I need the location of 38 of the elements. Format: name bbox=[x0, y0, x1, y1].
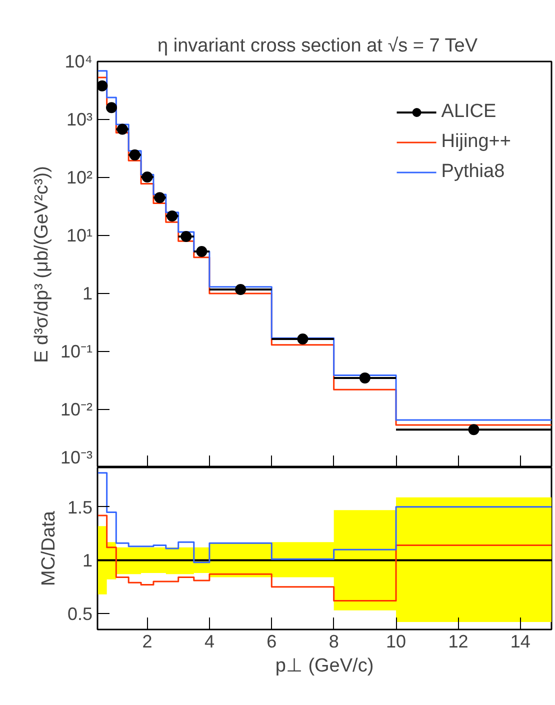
point bbox=[180, 231, 192, 242]
point bbox=[154, 192, 166, 204]
point bbox=[359, 372, 370, 384]
y-tick-label: 1 bbox=[82, 284, 93, 304]
x-tick-label: 10 bbox=[386, 632, 406, 652]
y-tick-label: 10⁴ bbox=[64, 52, 93, 72]
y-tick-label: 10² bbox=[66, 168, 93, 188]
point bbox=[297, 334, 308, 345]
x-tick-label: 12 bbox=[448, 632, 468, 652]
y-tick-label: 0.5 bbox=[67, 604, 93, 624]
point bbox=[98, 80, 108, 92]
x-tick-label: 6 bbox=[266, 632, 277, 652]
y-tick-label: 10³ bbox=[66, 110, 93, 130]
legend-label: Pythia8 bbox=[441, 161, 505, 183]
chart-title: η invariant cross section at √s = 7 TeV bbox=[158, 36, 478, 56]
point bbox=[166, 210, 178, 222]
y-tick-label: 10⁻² bbox=[60, 400, 93, 420]
point bbox=[116, 124, 128, 135]
y-axis-title: E d³σ/dp³ (μb/(GeV²c³)) bbox=[31, 166, 52, 363]
x-tick-label: 4 bbox=[204, 632, 214, 652]
y-axis-title: MC/Data bbox=[38, 510, 60, 586]
x-axis-title: p⊥ (GeV/c) bbox=[275, 656, 374, 676]
x-tick-label: 14 bbox=[510, 632, 530, 652]
y-tick-label: 1 bbox=[82, 550, 93, 571]
point bbox=[106, 102, 117, 114]
y-tick-label: 10⁻¹ bbox=[60, 342, 93, 362]
x-tick-label: 2 bbox=[142, 632, 152, 652]
legend-label: Hijing++ bbox=[441, 131, 511, 153]
x-tick-label: 8 bbox=[328, 632, 339, 652]
point bbox=[142, 172, 153, 182]
y-tick-label: 10⁻³ bbox=[60, 448, 93, 468]
y-tick-label: 1.5 bbox=[67, 497, 93, 518]
point bbox=[196, 246, 208, 257]
point bbox=[129, 149, 140, 160]
y-tick-label: 10¹ bbox=[66, 226, 93, 246]
legend-label: ALICE bbox=[441, 101, 496, 123]
point bbox=[468, 424, 480, 436]
point bbox=[235, 284, 246, 296]
